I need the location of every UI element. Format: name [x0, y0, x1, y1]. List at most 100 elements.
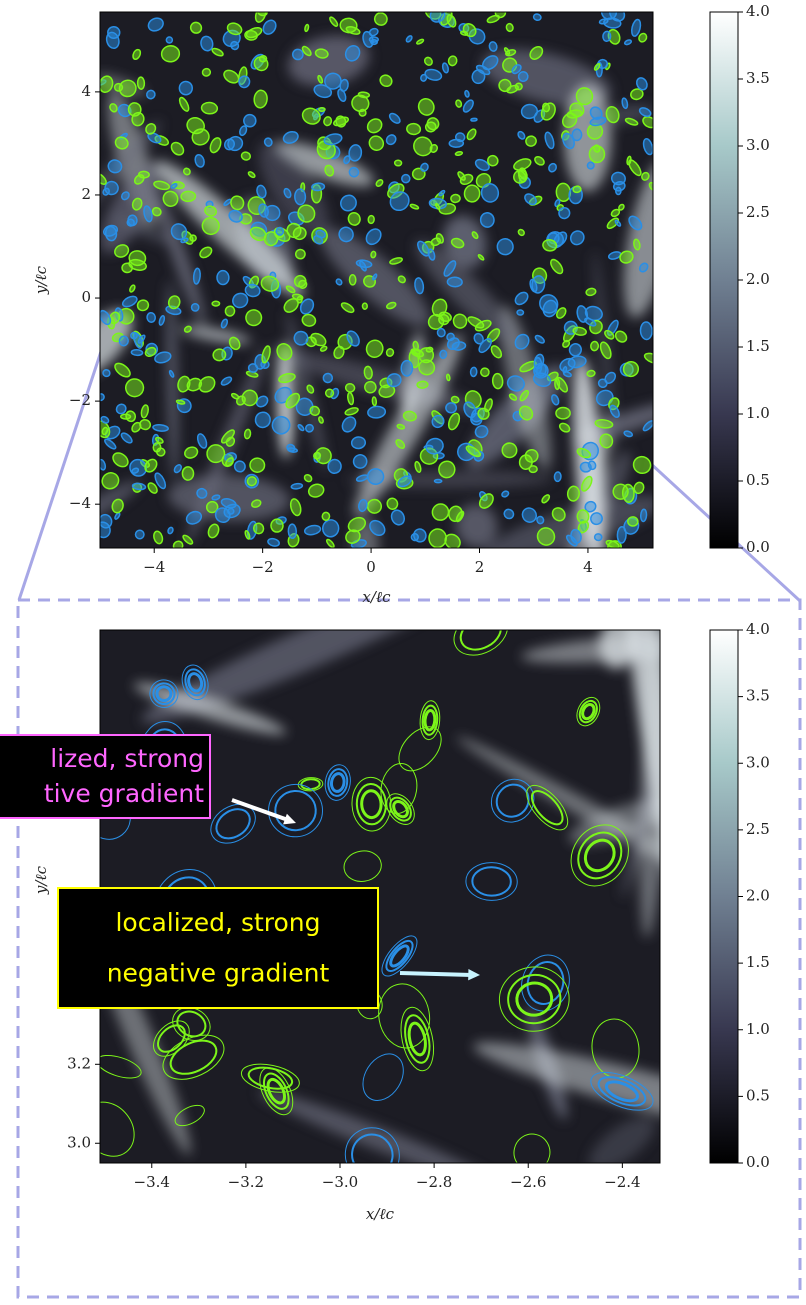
x-tick-label: −3.2 — [228, 1173, 264, 1191]
y-tick-label: −4 — [69, 494, 91, 512]
contour — [447, 277, 462, 287]
contour — [319, 108, 325, 112]
contour — [368, 215, 375, 223]
contour — [179, 81, 193, 95]
contour — [417, 381, 428, 388]
contour — [455, 151, 463, 156]
contour — [131, 349, 143, 355]
contour — [351, 436, 366, 449]
contour — [128, 102, 142, 116]
contour — [146, 312, 156, 323]
contour — [225, 306, 236, 317]
contour — [518, 71, 529, 82]
contour — [451, 194, 461, 202]
contour — [640, 509, 647, 522]
annotation-text: localized, strong — [115, 908, 320, 937]
y-tick-label: 0 — [81, 288, 91, 306]
contour — [288, 524, 296, 538]
contour — [429, 529, 447, 548]
annotation-text: negative gradient — [107, 958, 330, 987]
x-tick-label: 2 — [475, 558, 485, 576]
figure: −4−2024−4−2024x/ℓcy/ℓc0.00.51.01.52.02.5… — [0, 0, 806, 1305]
annotation-arrow — [400, 973, 472, 975]
colorbar — [710, 12, 738, 548]
x-tick-label: −3.0 — [322, 1173, 358, 1191]
x-tick-label: −2.6 — [510, 1173, 546, 1191]
contour — [437, 328, 446, 337]
x-tick-label: 0 — [366, 558, 376, 576]
contour — [312, 183, 325, 191]
contour — [244, 115, 256, 127]
x-axis-label: x/ℓc — [366, 1205, 395, 1223]
colorbar-tick-label: 2.5 — [746, 203, 770, 221]
contour — [446, 403, 457, 413]
y-tick-label: 3.2 — [67, 1054, 91, 1072]
contour — [594, 534, 602, 541]
annotation-text: lized, strong — [50, 744, 204, 773]
contour — [580, 462, 592, 473]
annotation-box — [58, 888, 378, 1008]
colorbar-tick-label: 4.0 — [746, 620, 770, 638]
contour — [372, 397, 377, 406]
contour — [420, 74, 427, 82]
contour — [492, 373, 503, 389]
y-axis-label: y/ℓc — [32, 865, 50, 895]
contour — [470, 367, 477, 376]
contour — [464, 185, 480, 203]
colorbar-tick-label: 0.0 — [746, 538, 770, 556]
x-axis-label: x/ℓc — [362, 588, 391, 606]
contour — [471, 118, 477, 121]
colorbar-tick-label: 3.5 — [746, 69, 770, 87]
contour — [394, 160, 401, 166]
contour — [102, 369, 110, 377]
contour — [201, 102, 218, 115]
contour — [556, 407, 570, 419]
contour — [628, 517, 639, 527]
colorbar-tick-label: 2.0 — [746, 270, 770, 288]
contour — [603, 31, 611, 41]
contour — [587, 370, 596, 377]
contour — [440, 350, 447, 359]
contour — [573, 186, 582, 193]
colorbar-tick-label: 1.0 — [746, 404, 770, 422]
colorbar-tick-label: 2.0 — [746, 887, 770, 905]
x-tick-label: −3.4 — [134, 1173, 170, 1191]
contour — [295, 249, 305, 259]
contour — [640, 322, 652, 340]
heatmap — [56, 2, 686, 587]
contour — [406, 123, 420, 135]
colorbar-tick-label: 3.5 — [746, 687, 770, 705]
contour — [153, 443, 161, 452]
contour — [587, 162, 594, 169]
contour — [114, 83, 123, 92]
contour — [182, 467, 193, 480]
contour — [121, 414, 131, 419]
contour — [401, 360, 412, 376]
colorbar-tick-label: 0.5 — [746, 1086, 770, 1104]
y-tick-label: 3.0 — [67, 1133, 91, 1151]
contour — [191, 303, 199, 311]
contour — [322, 512, 330, 520]
x-tick-label: −2.8 — [416, 1173, 452, 1191]
x-tick-label: −2.4 — [604, 1173, 640, 1191]
contour — [529, 466, 537, 473]
contour — [554, 472, 561, 482]
contour — [370, 251, 376, 258]
colorbar-tick-label: 1.5 — [746, 953, 770, 971]
y-tick-label: 4 — [81, 82, 91, 100]
colorbar-tick-label: 3.0 — [746, 136, 770, 154]
contour — [166, 37, 173, 44]
contour — [119, 336, 129, 346]
contour — [591, 341, 599, 350]
annotation-text: tive gradient — [44, 779, 204, 808]
contour — [270, 519, 283, 533]
contour — [181, 191, 196, 202]
y-tick-label: 2 — [81, 185, 91, 203]
colorbar-tick-label: 4.0 — [746, 2, 770, 20]
colorbar-tick-label: 3.0 — [746, 753, 770, 771]
contour — [367, 499, 382, 514]
contour — [295, 189, 306, 205]
contour — [212, 301, 219, 306]
x-tick-label: −2 — [252, 558, 274, 576]
x-tick-label: −4 — [143, 558, 165, 576]
